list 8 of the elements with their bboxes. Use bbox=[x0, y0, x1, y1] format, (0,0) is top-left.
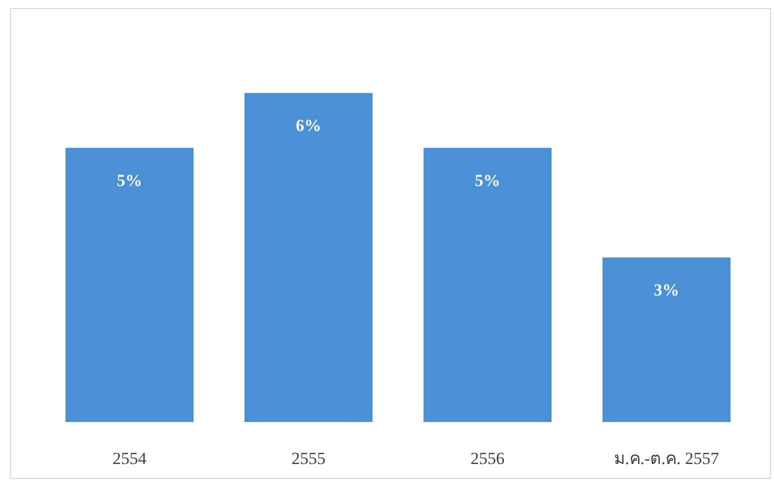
data-label: 6% bbox=[296, 116, 322, 135]
x-tick-label: 2555 bbox=[292, 449, 326, 468]
data-label: 3% bbox=[654, 280, 680, 300]
x-tick-label: ม.ค.-ต.ค. 2557 bbox=[614, 449, 720, 468]
data-label: 5% bbox=[474, 170, 500, 190]
data-label: 5% bbox=[116, 170, 142, 190]
x-tick-label: 2554 bbox=[112, 449, 147, 468]
x-tick-label: 2556 bbox=[470, 449, 504, 468]
